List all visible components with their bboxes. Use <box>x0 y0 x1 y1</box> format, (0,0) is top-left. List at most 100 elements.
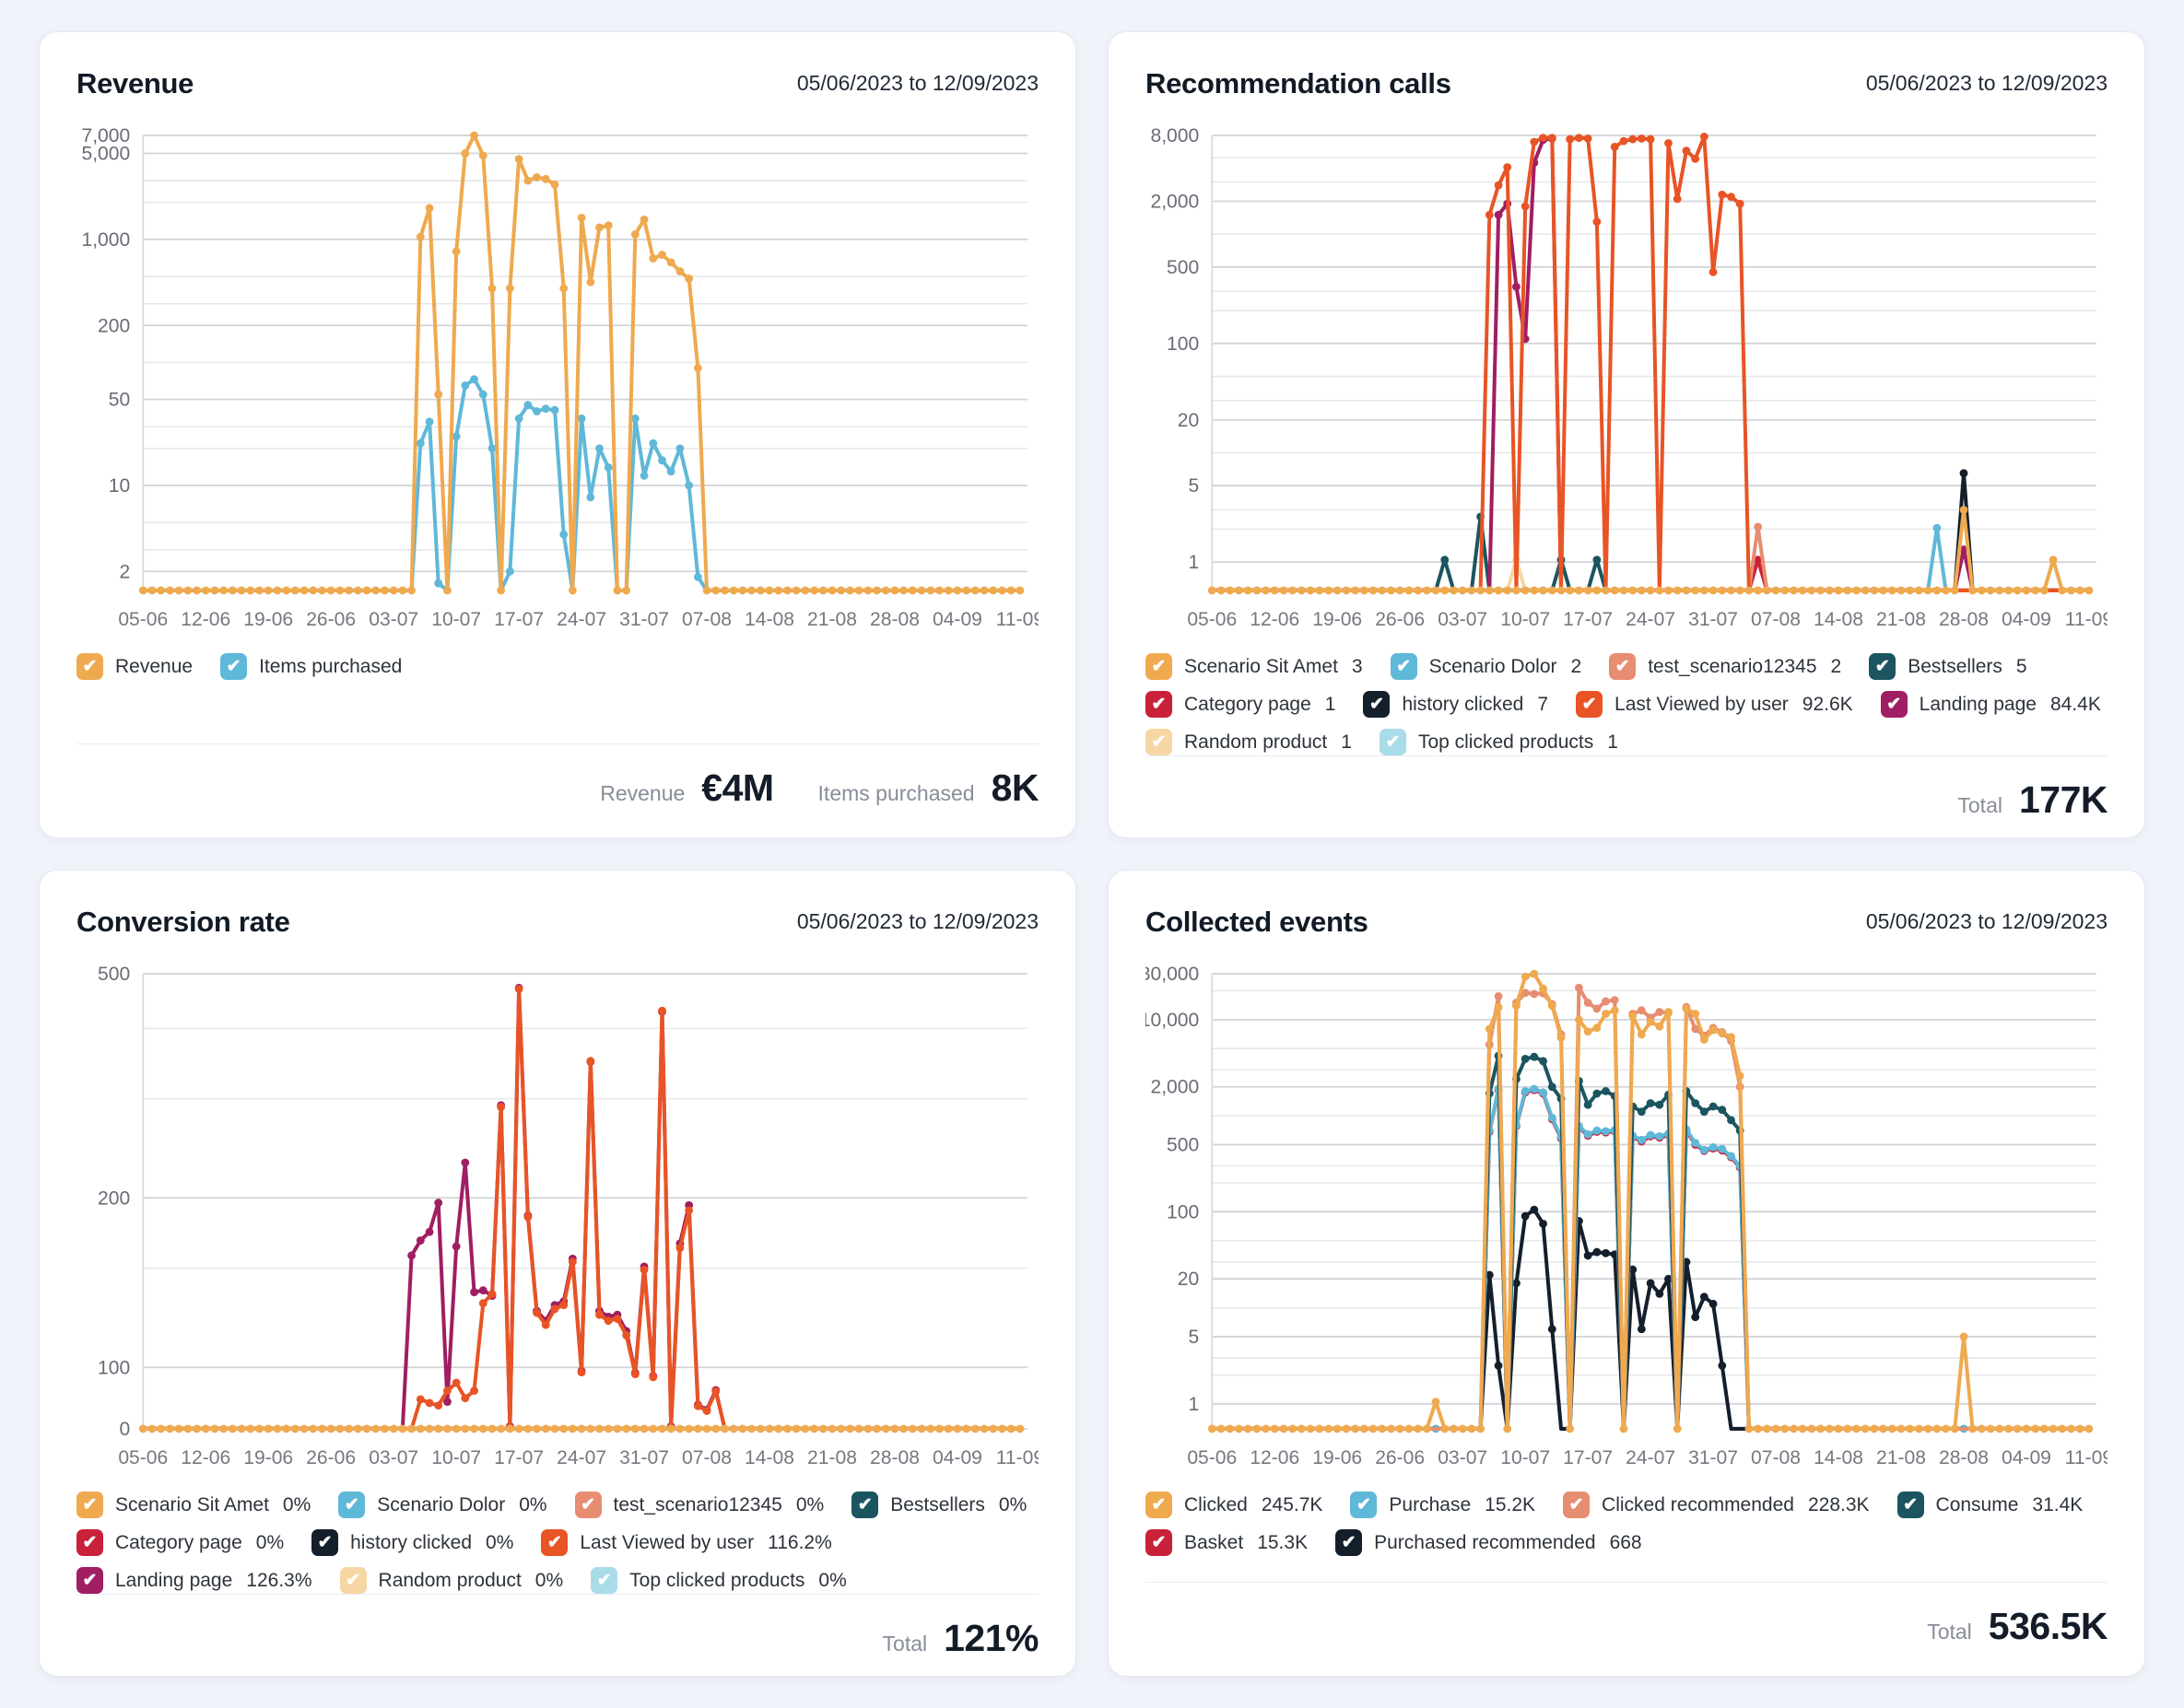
legend-item-test-scenario12345[interactable]: ✔ test_scenario12345 2 <box>1609 653 1841 681</box>
legend-label: history clicked <box>1402 693 1524 715</box>
legend-item-bestsellers[interactable]: ✔ Bestsellers 0% <box>851 1492 1027 1519</box>
legend-item-bestsellers[interactable]: ✔ Bestsellers 5 <box>1869 653 2027 681</box>
svg-text:21-08: 21-08 <box>807 609 857 630</box>
svg-text:07-08: 07-08 <box>1751 609 1801 630</box>
checkbox-checked-icon[interactable]: ✔ <box>311 1529 339 1557</box>
legend-item-top-clicked-products[interactable]: ✔ Top clicked products 1 <box>1379 729 1618 756</box>
svg-text:31-07: 31-07 <box>1688 1447 1738 1468</box>
checkbox-checked-icon[interactable]: ✔ <box>76 1529 103 1557</box>
legend-item-revenue[interactable]: ✔ Revenue <box>76 653 193 681</box>
checkbox-checked-icon[interactable]: ✔ <box>1145 729 1172 756</box>
legend-label: Bestsellers <box>890 1493 985 1515</box>
checkbox-checked-icon[interactable]: ✔ <box>1563 1492 1591 1519</box>
svg-text:10,000: 10,000 <box>1145 1010 1199 1031</box>
legend: ✔ Revenue ✔ Items purchased <box>76 653 1039 681</box>
svg-text:14-08: 14-08 <box>1814 609 1863 630</box>
date-range[interactable]: 05/06/2023 to 12/09/2023 <box>796 71 1039 95</box>
svg-text:28-08: 28-08 <box>1939 609 1989 630</box>
checkbox-checked-icon[interactable]: ✔ <box>1609 653 1637 681</box>
checkbox-checked-icon[interactable]: ✔ <box>541 1529 569 1557</box>
checkbox-checked-icon[interactable]: ✔ <box>1145 1492 1172 1519</box>
legend-value: 92.6K <box>1802 693 1853 715</box>
checkbox-checked-icon[interactable]: ✔ <box>1145 691 1172 719</box>
svg-text:21-08: 21-08 <box>1876 1447 1926 1468</box>
series-points-last-viewed-by-user <box>1485 132 1744 276</box>
checkbox-checked-icon[interactable]: ✔ <box>1379 729 1406 756</box>
legend-item-items-purchased[interactable]: ✔ Items purchased <box>220 653 402 681</box>
legend-item-random-product[interactable]: ✔ Random product 0% <box>339 1567 563 1595</box>
date-range[interactable]: 05/06/2023 to 12/09/2023 <box>1865 71 2108 95</box>
date-range[interactable]: 05/06/2023 to 12/09/2023 <box>796 909 1039 933</box>
panel-footer: Revenue €4M Items purchased 8K <box>76 743 1039 810</box>
svg-text:100: 100 <box>98 1357 130 1378</box>
total-label: Items purchased <box>817 781 975 805</box>
legend-item-scenario-dolor[interactable]: ✔ Scenario Dolor 2 <box>1390 653 1581 681</box>
checkbox-checked-icon[interactable]: ✔ <box>851 1492 879 1519</box>
legend-item-category-page[interactable]: ✔ Category page 1 <box>1145 691 1336 719</box>
legend-item-scenario-sit-amet[interactable]: ✔ Scenario Sit Amet 3 <box>1145 653 1363 681</box>
checkbox-checked-icon[interactable]: ✔ <box>574 1492 602 1519</box>
svg-text:03-07: 03-07 <box>1438 1447 1487 1468</box>
svg-text:14-08: 14-08 <box>1814 1447 1863 1468</box>
series-points-scenario-sit-amet <box>138 1424 1025 1433</box>
svg-text:500: 500 <box>1167 1134 1199 1155</box>
legend-item-last-viewed-by-user[interactable]: ✔ Last Viewed by user 92.6K <box>1576 691 1853 719</box>
checkbox-checked-icon[interactable]: ✔ <box>1880 691 1908 719</box>
checkbox-checked-icon[interactable]: ✔ <box>1350 1492 1378 1519</box>
checkbox-checked-icon[interactable]: ✔ <box>1145 653 1172 681</box>
legend-item-landing-page[interactable]: ✔ Landing page 126.3% <box>76 1567 312 1595</box>
svg-text:2,000: 2,000 <box>1150 192 1199 213</box>
legend-item-scenario-sit-amet[interactable]: ✔ Scenario Sit Amet 0% <box>76 1492 311 1519</box>
svg-text:1,000: 1,000 <box>81 229 130 251</box>
svg-text:03-07: 03-07 <box>369 1447 418 1468</box>
legend-value: 5 <box>2015 655 2027 677</box>
checkbox-checked-icon[interactable]: ✔ <box>338 1492 366 1519</box>
svg-text:100: 100 <box>1167 1201 1199 1223</box>
checkbox-checked-icon[interactable]: ✔ <box>1896 1492 1924 1519</box>
total-total: Total 536.5K <box>1927 1605 2108 1648</box>
checkbox-checked-icon[interactable]: ✔ <box>220 653 248 681</box>
legend-item-category-page[interactable]: ✔ Category page 0% <box>76 1529 284 1557</box>
checkbox-checked-icon[interactable]: ✔ <box>591 1567 618 1595</box>
checkbox-checked-icon[interactable]: ✔ <box>1335 1529 1363 1557</box>
legend-value: 1 <box>1324 693 1336 715</box>
checkbox-checked-icon[interactable]: ✔ <box>76 1567 103 1595</box>
checkbox-checked-icon[interactable]: ✔ <box>1390 653 1417 681</box>
checkbox-checked-icon[interactable]: ✔ <box>1145 1529 1172 1557</box>
checkbox-checked-icon[interactable]: ✔ <box>1363 691 1391 719</box>
svg-text:14-08: 14-08 <box>745 609 794 630</box>
legend-label: Bestsellers <box>1908 655 2002 677</box>
legend-value: 3 <box>1351 655 1363 677</box>
legend-item-top-clicked-products[interactable]: ✔ Top clicked products 0% <box>591 1567 847 1595</box>
date-range[interactable]: 05/06/2023 to 12/09/2023 <box>1865 909 2108 933</box>
legend-item-history-clicked[interactable]: ✔ history clicked 7 <box>1363 691 1549 719</box>
checkbox-checked-icon[interactable]: ✔ <box>1576 691 1603 719</box>
legend-item-scenario-dolor[interactable]: ✔ Scenario Dolor 0% <box>338 1492 547 1519</box>
legend-item-purchased-recommended[interactable]: ✔ Purchased recommended 668 <box>1335 1529 1642 1557</box>
checkbox-checked-icon[interactable]: ✔ <box>76 1492 103 1519</box>
legend-item-basket[interactable]: ✔ Basket 15.3K <box>1145 1529 1308 1557</box>
legend-item-history-clicked[interactable]: ✔ history clicked 0% <box>311 1529 513 1557</box>
legend-value: 0% <box>795 1493 825 1515</box>
panel-header: Revenue 05/06/2023 to 12/09/2023 <box>76 67 1039 100</box>
legend-item-landing-page[interactable]: ✔ Landing page 84.4K <box>1880 691 2101 719</box>
svg-text:100: 100 <box>1167 333 1199 355</box>
legend-item-clicked[interactable]: ✔ Clicked 245.7K <box>1145 1492 1322 1519</box>
legend-item-clicked-recommended[interactable]: ✔ Clicked recommended 228.3K <box>1563 1492 1870 1519</box>
legend-value: 1 <box>1607 731 1618 753</box>
svg-text:26-06: 26-06 <box>1375 1447 1425 1468</box>
legend-value: 7 <box>1537 693 1549 715</box>
legend-item-last-viewed-by-user[interactable]: ✔ Last Viewed by user 116.2% <box>541 1529 832 1557</box>
legend-item-test-scenario12345[interactable]: ✔ test_scenario12345 0% <box>574 1492 825 1519</box>
checkbox-checked-icon[interactable]: ✔ <box>1869 653 1896 681</box>
checkbox-checked-icon[interactable]: ✔ <box>339 1567 367 1595</box>
legend-item-random-product[interactable]: ✔ Random product 1 <box>1145 729 1352 756</box>
legend-item-purchase[interactable]: ✔ Purchase 15.2K <box>1350 1492 1535 1519</box>
series-points-clicked <box>1207 969 2094 1433</box>
svg-text:12-06: 12-06 <box>181 1447 230 1468</box>
svg-text:30,000: 30,000 <box>1145 964 1199 985</box>
legend-item-consume[interactable]: ✔ Consume 31.4K <box>1896 1492 2083 1519</box>
series-points-category-page <box>1754 556 1763 565</box>
checkbox-checked-icon[interactable]: ✔ <box>76 653 103 681</box>
